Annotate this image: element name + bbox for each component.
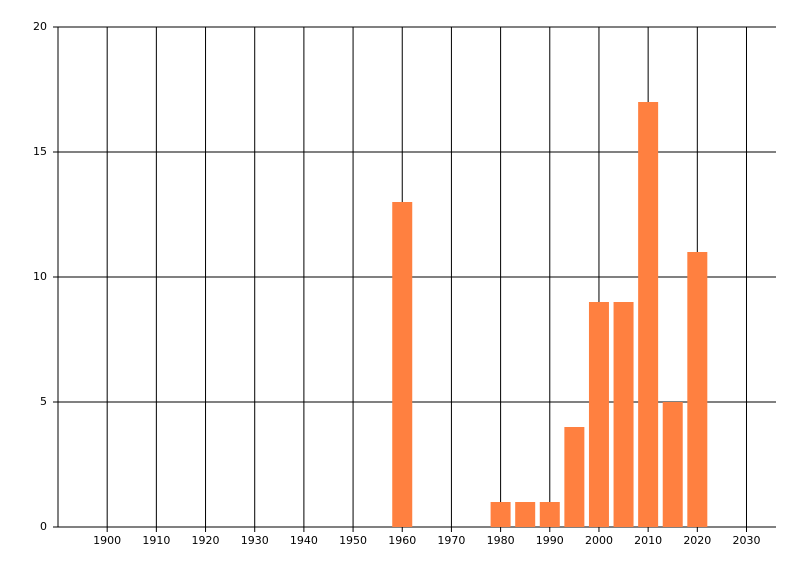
bar [490,502,511,527]
x-tick-label: 1900 [93,534,121,547]
bar [588,302,609,527]
bar [613,302,634,527]
y-tick-label: 0 [40,520,47,533]
x-tick-label: 2020 [683,534,711,547]
y-tick-label: 15 [33,145,47,158]
x-tick-label: 1940 [290,534,318,547]
bar [662,402,683,527]
x-tick-label: 1960 [388,534,416,547]
x-tick-label: 1990 [536,534,564,547]
x-tick-label: 2010 [634,534,662,547]
y-tick-label: 5 [40,395,47,408]
x-tick-label: 1980 [487,534,515,547]
y-tick-label: 10 [33,270,47,283]
bar [638,102,659,527]
bar [687,252,708,527]
bar [539,502,560,527]
bar [564,427,585,527]
x-tick-label: 1920 [192,534,220,547]
y-tick-label: 20 [33,20,47,33]
bar [392,202,413,527]
x-tick-label: 1910 [142,534,170,547]
x-tick-label: 2030 [732,534,760,547]
bar [515,502,536,527]
x-tick-label: 1970 [437,534,465,547]
x-tick-label: 1950 [339,534,367,547]
x-tick-label: 1930 [241,534,269,547]
x-tick-label: 2000 [585,534,613,547]
